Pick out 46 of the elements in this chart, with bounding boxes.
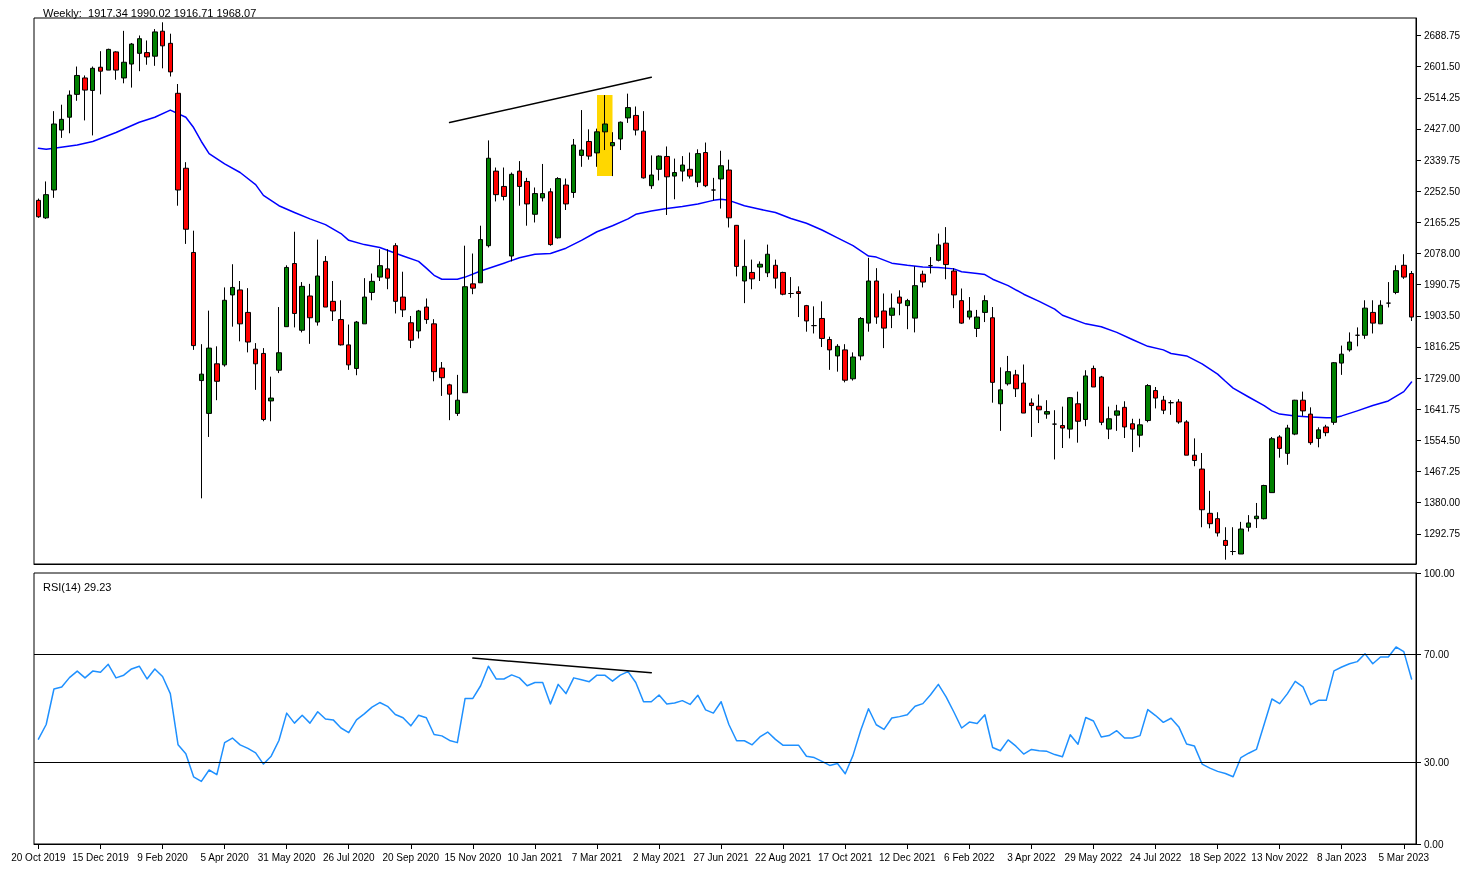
x-tick-label: 27 Jun 2021 bbox=[693, 851, 750, 863]
x-tick-label: 29 May 2022 bbox=[1064, 851, 1123, 863]
x-tick-label: 20 Oct 2019 bbox=[11, 851, 67, 863]
x-tick-label: 7 Mar 2021 bbox=[571, 851, 623, 863]
y-tick-label: 2688.75 bbox=[1424, 30, 1461, 42]
y-tick-label: 30.00 bbox=[1424, 757, 1450, 769]
y-tick-label: 1729.00 bbox=[1424, 372, 1461, 384]
y-tick-label: 2514.25 bbox=[1424, 92, 1461, 104]
x-tick-label: 6 Feb 2022 bbox=[944, 851, 996, 863]
x-tick-label: 17 Oct 2021 bbox=[818, 851, 873, 863]
x-tick-label: 5 Apr 2020 bbox=[200, 851, 250, 863]
x-tick-label: 15 Nov 2020 bbox=[444, 851, 502, 863]
x-tick-label: 8 Jan 2023 bbox=[1317, 851, 1367, 863]
text: RSI(14) 29.23 bbox=[43, 580, 112, 593]
x-tick-label: 15 Dec 2019 bbox=[72, 851, 130, 863]
y-tick-label: 1816.25 bbox=[1424, 341, 1461, 353]
x-tick-label: 26 Jul 2020 bbox=[322, 851, 376, 863]
x-tick-label: 9 Feb 2020 bbox=[137, 851, 189, 863]
x-tick-label: 10 Jan 2021 bbox=[507, 851, 563, 863]
y-tick-label: 100.00 bbox=[1424, 567, 1456, 579]
y-tick-label: 1641.75 bbox=[1424, 403, 1461, 415]
x-tick-label: 3 Apr 2022 bbox=[1007, 851, 1057, 863]
y-tick-label: 1990.75 bbox=[1424, 279, 1461, 291]
y-tick-label: 0.00 bbox=[1424, 838, 1444, 850]
y-tick-label: 1903.50 bbox=[1424, 310, 1461, 322]
y-tick-label: 2252.50 bbox=[1424, 185, 1461, 197]
x-tick-label: 12 Dec 2021 bbox=[878, 851, 937, 863]
x-tick-label: 24 Jul 2022 bbox=[1129, 851, 1182, 863]
x-tick-label: 22 Aug 2021 bbox=[755, 851, 812, 863]
y-tick-label: 1554.50 bbox=[1424, 434, 1461, 446]
chart-title: Weekly: 1917.34 1990.02 1916.71 1968.07 bbox=[43, 6, 257, 19]
y-tick-label: 1380.00 bbox=[1424, 497, 1461, 509]
x-tick-label: 31 May 2020 bbox=[257, 851, 317, 863]
y-tick-label: 70.00 bbox=[1424, 648, 1450, 660]
y-tick-label: 2339.75 bbox=[1424, 154, 1461, 166]
y-tick-label: 2078.00 bbox=[1424, 248, 1461, 260]
y-tick-label: 2165.25 bbox=[1424, 216, 1461, 228]
x-tick-label: 2 May 2021 bbox=[632, 851, 686, 863]
y-tick-label: 1467.25 bbox=[1424, 465, 1461, 477]
y-tick-label: 2601.50 bbox=[1424, 61, 1461, 73]
x-tick-label: 5 Mar 2023 bbox=[1378, 851, 1430, 863]
y-tick-label: 2427.00 bbox=[1424, 123, 1461, 135]
x-tick-label: 18 Sep 2022 bbox=[1189, 851, 1247, 863]
y-tick-label: 1292.75 bbox=[1424, 528, 1461, 540]
x-tick-label: 20 Sep 2020 bbox=[382, 851, 440, 863]
x-tick-label: 13 Nov 2022 bbox=[1251, 851, 1309, 863]
